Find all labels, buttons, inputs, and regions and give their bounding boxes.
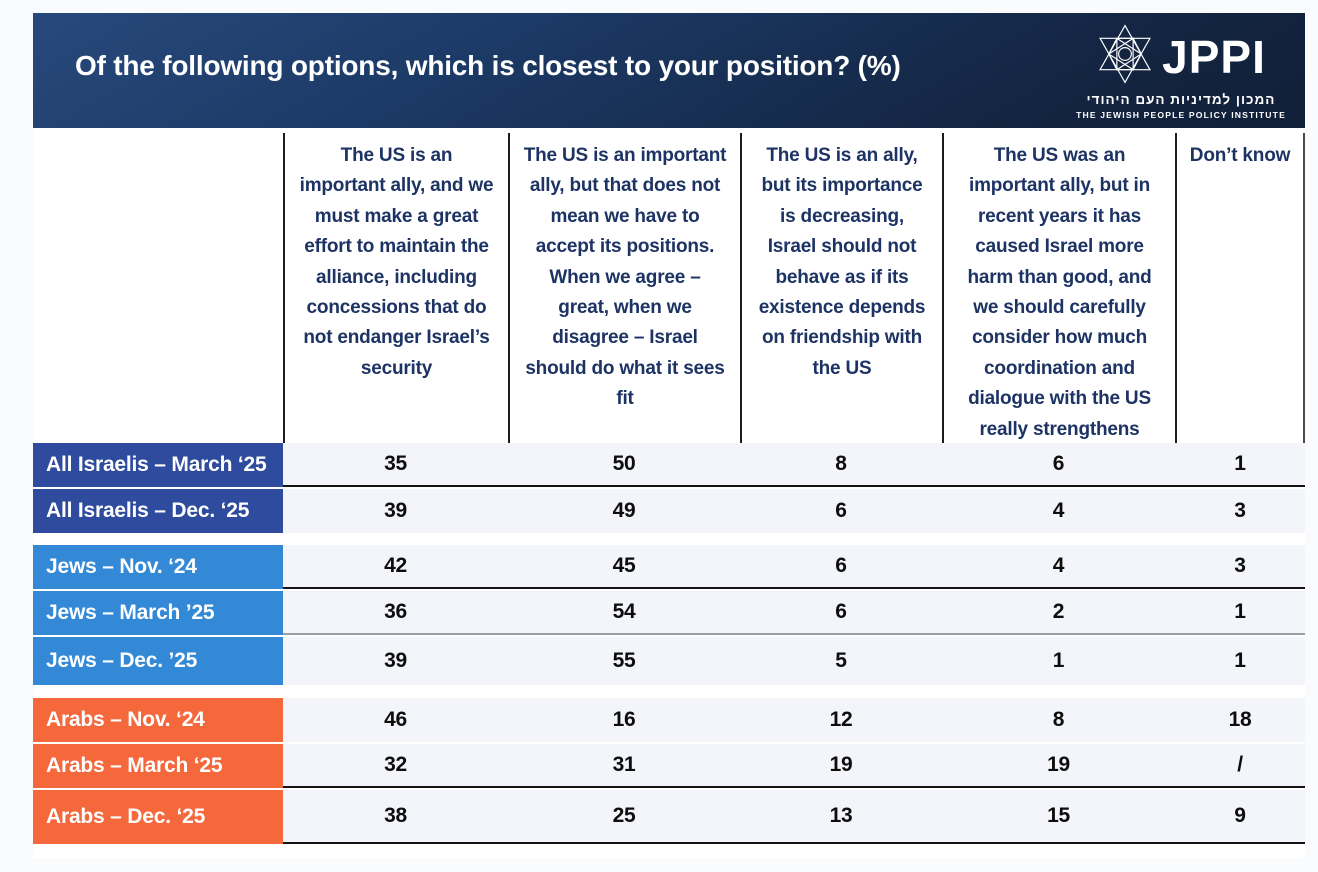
row-values: 46 16 12 8 18 <box>283 698 1305 742</box>
value-cell: 16 <box>612 708 636 731</box>
value-cell: 25 <box>612 804 636 827</box>
table-row-arabs-nov-24: Arabs – Nov. ‘24 46 16 12 8 18 <box>33 698 1305 742</box>
table-row-all-israelis-dec-25: All Israelis – Dec. ‘25 39 49 6 4 3 <box>33 489 1305 533</box>
row-label: Jews – March ’25 <box>33 591 283 635</box>
jppi-logo-hebrew-name: המכון למדיניות העם היהודי <box>1086 92 1276 107</box>
column-header-row: The US is an important ally, and we must… <box>33 133 1305 476</box>
column-header-important-ally-concessions: The US is an important ally, and we must… <box>283 133 508 476</box>
value-cell: 5 <box>835 649 847 672</box>
value-cell: 6 <box>835 499 847 522</box>
value-cell: 50 <box>612 452 636 475</box>
value-cell: 19 <box>829 753 853 776</box>
jppi-logo-top: JPPI <box>1096 23 1266 90</box>
value-cell: 54 <box>612 600 636 623</box>
survey-table-card: Of the following options, which is close… <box>33 13 1305 858</box>
value-cell: 3 <box>1234 554 1246 577</box>
value-cell: 18 <box>1228 708 1252 731</box>
value-cell: 6 <box>1052 452 1065 475</box>
row-values: 36 54 6 2 1 <box>283 591 1305 635</box>
column-header-importance-decreasing: The US is an ally, but its importance is… <box>740 133 942 476</box>
value-cell: 46 <box>384 708 407 731</box>
jppi-logo: JPPI המכון למדיניות העם היהודי THE JEWIS… <box>1076 23 1285 120</box>
column-header-more-harm-than-good: The US was an important ally, but in rec… <box>942 133 1175 476</box>
row-values: 38 25 13 15 9 <box>283 790 1305 844</box>
value-cell: 32 <box>384 753 407 776</box>
value-cell: 2 <box>1052 600 1065 623</box>
value-cell: 45 <box>612 554 636 577</box>
row-label: All Israelis – March ‘25 <box>33 443 283 487</box>
row-label: Arabs – March ‘25 <box>33 744 283 788</box>
value-cell: 49 <box>612 499 636 522</box>
jppi-logo-acronym: JPPI <box>1162 30 1266 83</box>
value-cell: 1 <box>1234 452 1246 475</box>
value-cell: 39 <box>384 499 407 522</box>
row-label: Arabs – Dec. ‘25 <box>33 790 283 844</box>
column-header-dont-know: Don’t know <box>1175 133 1305 476</box>
jppi-logo-english-name: THE JEWISH PEOPLE POLICY INSTITUTE <box>1076 110 1286 120</box>
row-values: 39 55 5 1 1 <box>283 637 1305 685</box>
value-cell: 8 <box>835 452 847 475</box>
value-cell: 39 <box>384 649 407 672</box>
value-cell: 4 <box>1052 499 1065 522</box>
value-cell: 3 <box>1234 499 1246 522</box>
value-cell: 4 <box>1052 554 1065 577</box>
table-row-arabs-march-25: Arabs – March ‘25 32 31 19 19 / <box>33 744 1305 788</box>
value-cell: / <box>1237 753 1243 776</box>
row-label: Jews – Nov. ‘24 <box>33 545 283 589</box>
table-row-arabs-dec-25: Arabs – Dec. ‘25 38 25 13 15 9 <box>33 790 1305 844</box>
row-values: 42 45 6 4 3 <box>283 545 1305 589</box>
value-cell: 8 <box>1052 708 1065 731</box>
table-row-all-israelis-march-25: All Israelis – March ‘25 35 50 8 6 1 <box>33 443 1305 487</box>
column-header-ally-own-positions: The US is an important ally, but that do… <box>508 133 740 476</box>
column-header-spacer <box>33 133 283 475</box>
row-label: Arabs – Nov. ‘24 <box>33 698 283 742</box>
table-row-jews-nov-24: Jews – Nov. ‘24 42 45 6 4 3 <box>33 545 1305 589</box>
value-cell: 19 <box>1047 753 1070 776</box>
value-cell: 42 <box>384 554 407 577</box>
value-cell: 9 <box>1234 804 1246 827</box>
jppi-star-icon <box>1096 23 1154 90</box>
header-bar: Of the following options, which is close… <box>33 13 1305 128</box>
row-values: 39 49 6 4 3 <box>283 489 1305 533</box>
value-cell: 6 <box>835 554 847 577</box>
value-cell: 1 <box>1234 600 1246 623</box>
value-cell: 38 <box>384 804 407 827</box>
value-cell: 55 <box>612 649 636 672</box>
row-values: 35 50 8 6 1 <box>283 443 1305 487</box>
row-label: Jews – Dec. ’25 <box>33 637 283 685</box>
value-cell: 1 <box>1234 649 1246 672</box>
table-row-jews-dec-25: Jews – Dec. ’25 39 55 5 1 1 <box>33 637 1305 685</box>
value-cell: 15 <box>1047 804 1070 827</box>
table-row-jews-march-25: Jews – March ’25 36 54 6 2 1 <box>33 591 1305 635</box>
value-cell: 31 <box>612 753 636 776</box>
value-cell: 12 <box>829 708 853 731</box>
value-cell: 13 <box>829 804 853 827</box>
value-cell: 35 <box>384 452 407 475</box>
row-values: 32 31 19 19 / <box>283 744 1305 788</box>
value-cell: 6 <box>835 600 847 623</box>
value-cell: 1 <box>1052 649 1065 672</box>
page-title: Of the following options, which is close… <box>75 49 901 81</box>
value-cell: 36 <box>384 600 407 623</box>
row-label: All Israelis – Dec. ‘25 <box>33 489 283 533</box>
